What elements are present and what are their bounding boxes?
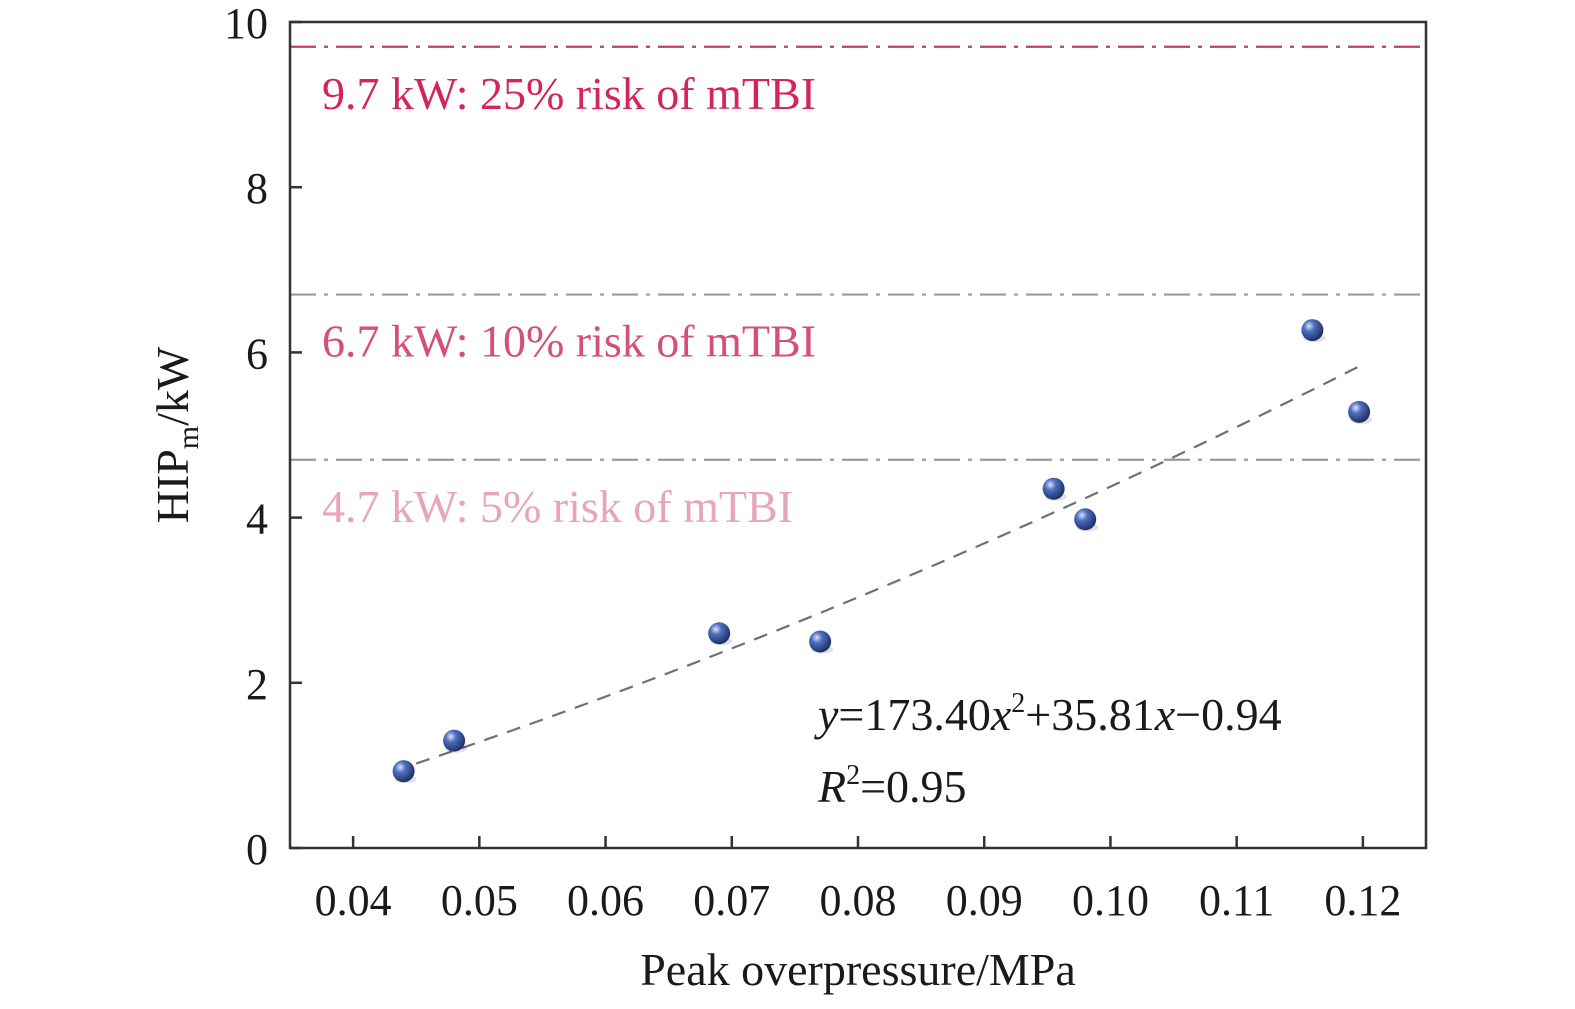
x-tick-label-0: 0.04: [315, 876, 392, 925]
y-tick-label-3: 6: [246, 329, 268, 378]
y-tick-label-2: 4: [246, 495, 268, 544]
reference-label-0: 9.7 kW: 25% risk of mTBI: [322, 68, 816, 119]
data-point-7: [1348, 400, 1373, 424]
y-axis-ticks: 0 2 4 6 8 10: [224, 0, 302, 874]
y-axis-label-sub: m: [172, 426, 205, 449]
x-tick-label-7: 0.11: [1199, 876, 1274, 925]
fit-curve: [415, 363, 1364, 765]
x-tick-label-4: 0.08: [820, 876, 897, 925]
fit-equation: y=173.40x2+35.81x−0.94 R2=0.95: [814, 688, 1282, 812]
x-tick-label-6: 0.10: [1072, 876, 1149, 925]
reference-label-2: 4.7 kW: 5% risk of mTBI: [322, 481, 793, 532]
y-tick-label-0: 0: [246, 825, 268, 874]
x-tick-label-5: 0.09: [946, 876, 1023, 925]
x-tick-label-3: 0.07: [693, 876, 770, 925]
reference-label-1: 6.7 kW: 10% risk of mTBI: [322, 316, 816, 367]
y-axis-label-main: HIP: [147, 449, 198, 523]
data-point-4: [1042, 477, 1067, 501]
y-tick-label-4: 8: [246, 164, 268, 213]
x-axis-ticks: 0.04 0.05 0.06 0.07 0.08 0.09 0.10 0.11 0.12: [315, 836, 1401, 925]
data-point-0: [392, 760, 417, 784]
x-tick-label-2: 0.06: [567, 876, 644, 925]
fit-curve-path: [415, 363, 1364, 765]
x-tick-label-1: 0.05: [441, 876, 518, 925]
data-points: [392, 319, 1373, 784]
y-axis-label: HIPm/kW: [147, 346, 205, 523]
data-point-3: [809, 630, 834, 654]
r-squared-line: R2=0.95: [817, 760, 967, 812]
y-tick-label-1: 2: [246, 660, 268, 709]
equation-line: y=173.40x2+35.81x−0.94: [814, 688, 1282, 740]
reference-lines: 9.7 kW: 25% risk of mTBI 6.7 kW: 10% risk…: [290, 45, 1426, 532]
data-point-2: [708, 622, 733, 646]
y-tick-label-5: 10: [224, 0, 268, 48]
x-axis-label: Peak overpressure/MPa: [640, 944, 1076, 995]
data-point-5: [1074, 508, 1099, 532]
data-point-1: [443, 729, 468, 753]
data-point-6: [1301, 319, 1326, 343]
x-tick-label-8: 0.12: [1324, 876, 1401, 925]
y-axis-label-tail: /kW: [147, 346, 198, 426]
